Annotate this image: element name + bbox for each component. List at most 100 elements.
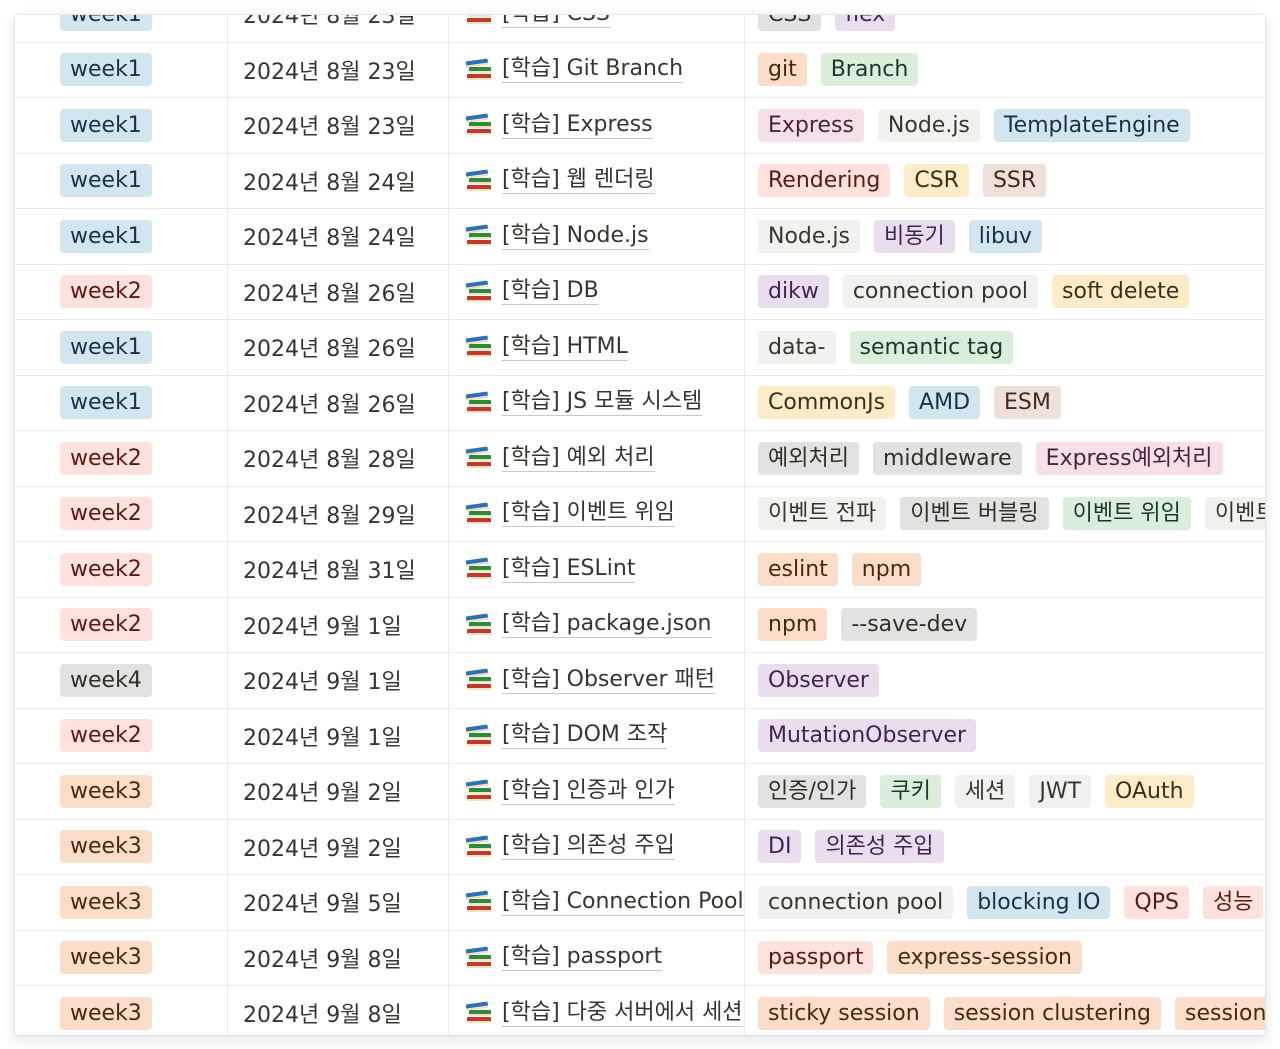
- tags-cell[interactable]: MutationObserver: [745, 709, 1265, 764]
- title-cell[interactable]: [학습] 예외 처리: [449, 431, 745, 486]
- tags-cell[interactable]: DI 의존성 주입: [745, 820, 1265, 875]
- page-title-link[interactable]: [학습] Observer 패턴: [502, 666, 716, 694]
- date-cell[interactable]: 2024년 8월 24일: [228, 209, 449, 264]
- page-title-link[interactable]: [학습] 다중 서버에서 세션: [502, 999, 743, 1027]
- week-cell[interactable]: week2: [15, 486, 228, 541]
- title-cell[interactable]: [학습] ESLint: [449, 542, 745, 597]
- week-cell[interactable]: week2: [15, 708, 228, 763]
- table-row[interactable]: week2 2024년 8월 26일 [학습] DB dikw connection p…: [15, 264, 1265, 320]
- table-row[interactable]: week1 2024년 8월 24일 [학습] 웹 렌더링 Rendering CSR S…: [15, 153, 1265, 209]
- title-cell[interactable]: [학습] Connection Pool: [449, 875, 745, 930]
- week-cell[interactable]: week1: [15, 375, 228, 430]
- date-cell[interactable]: 2024년 8월 24일: [228, 153, 449, 208]
- page-title-link[interactable]: [학습] passport: [502, 944, 663, 972]
- title-cell[interactable]: [학습] CSS: [449, 15, 745, 42]
- date-cell[interactable]: 2024년 8월 29일: [228, 486, 449, 541]
- date-cell[interactable]: 2024년 9월 2일: [228, 764, 449, 819]
- date-cell[interactable]: 2024년 9월 1일: [228, 708, 449, 763]
- page-title-link[interactable]: [학습] DOM 조작: [502, 722, 668, 750]
- date-cell[interactable]: 2024년 9월 1일: [228, 653, 449, 708]
- week-cell[interactable]: week3: [15, 986, 228, 1035]
- title-cell[interactable]: [학습] Observer 패턴: [449, 653, 745, 708]
- table-row[interactable]: week1 2024년 8월 24일 [학습] Node.js Node.js 비동기 l…: [15, 209, 1265, 265]
- tags-cell[interactable]: connection pool blocking IO QPS 성능: [745, 875, 1265, 930]
- tags-cell[interactable]: 이벤트 전파 이벤트 버블링 이벤트 위임 이벤트: [745, 487, 1265, 542]
- date-cell[interactable]: 2024년 8월 26일: [228, 264, 449, 319]
- table-row[interactable]: week3 2024년 9월 8일 [학습] 다중 서버에서 세션 sticky se…: [15, 986, 1265, 1035]
- week-cell[interactable]: week3: [15, 764, 228, 819]
- page-title-link[interactable]: [학습] Git Branch: [502, 56, 684, 84]
- page-title-link[interactable]: [학습] CSS: [502, 15, 610, 28]
- title-cell[interactable]: [학습] HTML: [449, 320, 745, 375]
- title-cell[interactable]: [학습] DB: [449, 264, 745, 319]
- tags-cell[interactable]: git Branch: [745, 43, 1265, 98]
- tags-cell[interactable]: 예외처리 middleware Express예외처리: [745, 431, 1265, 486]
- title-cell[interactable]: [학습] 웹 렌더링: [449, 153, 745, 208]
- table-row[interactable]: week1 2024년 8월 23일 [학습] CSS CSS flex: [15, 15, 1265, 43]
- tags-cell[interactable]: Node.js 비동기 libuv: [745, 209, 1265, 264]
- tags-cell[interactable]: CommonJs AMD ESM: [745, 376, 1265, 431]
- title-cell[interactable]: [학습] 이벤트 위임: [449, 486, 745, 541]
- week-cell[interactable]: week2: [15, 542, 228, 597]
- page-title-link[interactable]: [학습] ESLint: [502, 555, 636, 583]
- tags-cell[interactable]: sticky session session clustering session: [745, 986, 1265, 1035]
- page-title-link[interactable]: [학습] 인증과 인가: [502, 777, 675, 805]
- date-cell[interactable]: 2024년 8월 26일: [228, 375, 449, 430]
- title-cell[interactable]: [학습] Express: [449, 98, 745, 153]
- table-row[interactable]: week1 2024년 8월 26일 [학습] JS 모듈 시스템 CommonJs A…: [15, 375, 1265, 431]
- table-row[interactable]: week3 2024년 9월 2일 [학습] 의존성 주입 DI 의존성 주입: [15, 819, 1265, 875]
- table-row[interactable]: week1 2024년 8월 26일 [학습] HTML data-semantic …: [15, 320, 1265, 376]
- page-title-link[interactable]: [학습] HTML: [502, 333, 628, 361]
- table-row[interactable]: week2 2024년 8월 29일 [학습] 이벤트 위임 이벤트 전파 이벤트 버블…: [15, 486, 1265, 542]
- date-cell[interactable]: 2024년 8월 23일: [228, 15, 449, 42]
- table-row[interactable]: week1 2024년 8월 23일 [학습] Express Express Node…: [15, 98, 1265, 154]
- page-title-link[interactable]: [학습] Node.js: [502, 222, 649, 250]
- tags-cell[interactable]: Rendering CSR SSR: [745, 154, 1265, 209]
- page-title-link[interactable]: [학습] 예외 처리: [502, 444, 655, 472]
- title-cell[interactable]: [학습] passport: [449, 930, 745, 985]
- week-cell[interactable]: week3: [15, 875, 228, 930]
- table-row[interactable]: week3 2024년 9월 8일 [학습] passport passport exp…: [15, 930, 1265, 986]
- title-cell[interactable]: [학습] Git Branch: [449, 42, 745, 97]
- week-cell[interactable]: week1: [15, 320, 228, 375]
- date-cell[interactable]: 2024년 8월 31일: [228, 542, 449, 597]
- week-cell[interactable]: week1: [15, 98, 228, 153]
- date-cell[interactable]: 2024년 8월 23일: [228, 42, 449, 97]
- table-row[interactable]: week1 2024년 8월 23일 [학습] Git Branch git Branc…: [15, 42, 1265, 98]
- tags-cell[interactable]: dikw connection pool soft delete: [745, 265, 1265, 320]
- date-cell[interactable]: 2024년 9월 5일: [228, 875, 449, 930]
- week-cell[interactable]: week1: [15, 153, 228, 208]
- week-cell[interactable]: week1: [15, 15, 228, 42]
- page-title-link[interactable]: [학습] 이벤트 위임: [502, 500, 675, 528]
- week-cell[interactable]: week3: [15, 819, 228, 874]
- week-cell[interactable]: week4: [15, 653, 228, 708]
- date-cell[interactable]: 2024년 8월 28일: [228, 431, 449, 486]
- table-row[interactable]: week2 2024년 8월 31일 [학습] ESLint eslint npm: [15, 542, 1265, 598]
- date-cell[interactable]: 2024년 9월 1일: [228, 597, 449, 652]
- page-title-link[interactable]: [학습] Express: [502, 111, 653, 139]
- date-cell[interactable]: 2024년 9월 8일: [228, 986, 449, 1035]
- page-title-link[interactable]: [학습] DB: [502, 278, 599, 306]
- title-cell[interactable]: [학습] Node.js: [449, 209, 745, 264]
- date-cell[interactable]: 2024년 9월 2일: [228, 819, 449, 874]
- tags-cell[interactable]: Observer: [745, 653, 1265, 708]
- tags-cell[interactable]: Express Node.js TemplateEngine: [745, 98, 1265, 153]
- week-cell[interactable]: week3: [15, 930, 228, 985]
- page-title-link[interactable]: [학습] 웹 렌더링: [502, 167, 655, 195]
- page-title-link[interactable]: [학습] JS 모듈 시스템: [502, 389, 703, 417]
- table-row[interactable]: week2 2024년 9월 1일 [학습] package.json npm --sa…: [15, 597, 1265, 653]
- title-cell[interactable]: [학습] DOM 조작: [449, 708, 745, 763]
- title-cell[interactable]: [학습] 의존성 주입: [449, 819, 745, 874]
- table-row[interactable]: week3 2024년 9월 5일 [학습] Connection Pool conn…: [15, 875, 1265, 931]
- week-cell[interactable]: week1: [15, 209, 228, 264]
- table-row[interactable]: week2 2024년 9월 1일 [학습] DOM 조작 MutationObser…: [15, 708, 1265, 764]
- week-cell[interactable]: week2: [15, 264, 228, 319]
- table-row[interactable]: week3 2024년 9월 2일 [학습] 인증과 인가 인증/인가 쿠키 세션 JWT O…: [15, 764, 1265, 820]
- table-row[interactable]: week4 2024년 9월 1일 [학습] Observer 패턴 Observer: [15, 653, 1265, 709]
- date-cell[interactable]: 2024년 8월 26일: [228, 320, 449, 375]
- title-cell[interactable]: [학습] 인증과 인가: [449, 764, 745, 819]
- tags-cell[interactable]: data-semantic tag: [745, 320, 1265, 375]
- tags-cell[interactable]: eslint npm: [745, 542, 1265, 597]
- page-title-link[interactable]: [학습] 의존성 주입: [502, 833, 675, 861]
- title-cell[interactable]: [학습] 다중 서버에서 세션: [449, 986, 745, 1035]
